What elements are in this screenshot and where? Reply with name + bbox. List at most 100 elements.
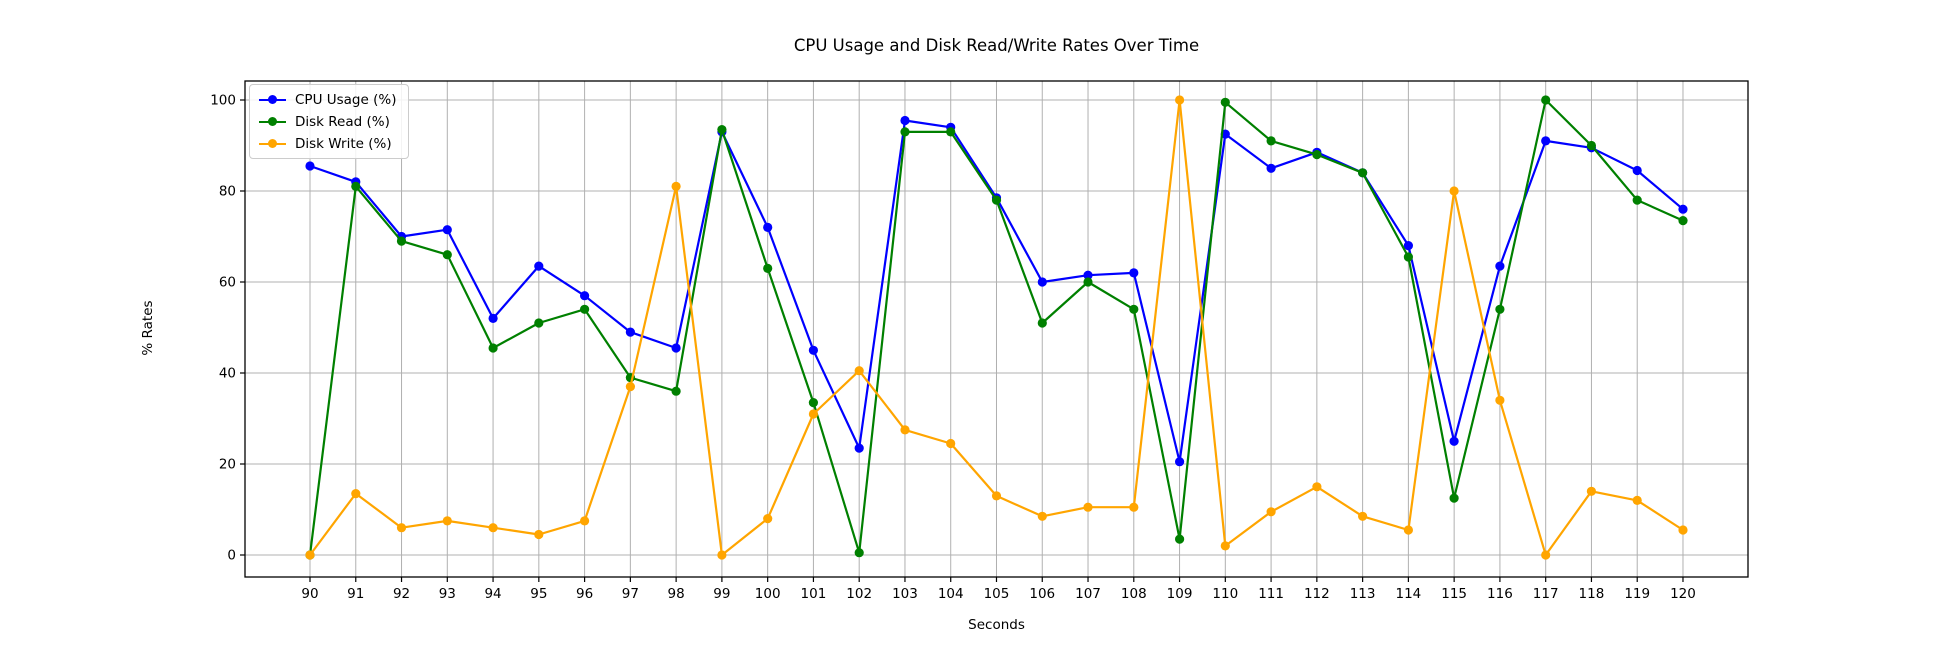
legend-label: Disk Read (%) (295, 113, 390, 130)
x-tick-label: 103 (892, 586, 918, 602)
x-tick-label: 116 (1487, 586, 1513, 602)
legend: CPU Usage (%) Disk Read (%) Disk Write (… (249, 84, 410, 159)
x-tick-label: 96 (576, 586, 593, 602)
disk-write-marker (396, 523, 407, 533)
x-tick-label: 97 (622, 586, 639, 602)
x-tick-label: 102 (846, 586, 872, 602)
x-tick-label: 94 (484, 586, 501, 602)
disk-write-marker (534, 529, 544, 540)
legend-label: CPU Usage (%) (295, 91, 397, 108)
cpu-usage-marker (1449, 436, 1459, 446)
y-tick-label: 60 (219, 275, 236, 291)
disk-write-marker (1266, 507, 1276, 517)
disk-write-marker (625, 382, 636, 392)
cpu-usage-marker (625, 327, 636, 337)
disk-write-marker (1037, 511, 1047, 521)
disk-read-marker (1678, 216, 1688, 226)
disk-read-marker (946, 127, 956, 137)
disk-write-marker (991, 491, 1002, 501)
x-tick-label: 109 (1167, 586, 1193, 602)
y-tick-label: 40 (219, 366, 236, 382)
disk-write-marker (1220, 541, 1230, 551)
cpu-usage-marker (534, 261, 544, 271)
cpu-usage-marker (488, 313, 498, 323)
disk-write-marker (580, 516, 590, 526)
y-tick-label: 100 (210, 93, 236, 109)
cpu-usage-marker (1632, 165, 1642, 176)
disk-write-marker (946, 438, 956, 449)
disk-read-marker (580, 304, 590, 314)
x-tick-label: 117 (1533, 586, 1559, 602)
disk-write-marker (1312, 482, 1322, 492)
x-tick-label: 112 (1304, 586, 1330, 602)
cpu-usage-marker (763, 222, 773, 232)
cpu-usage-marker (1129, 268, 1139, 278)
disk-read-marker (1266, 136, 1276, 146)
disk-write-marker (1449, 186, 1459, 196)
x-tick-label: 107 (1075, 586, 1101, 602)
disk-write-marker (1129, 502, 1139, 512)
disk-read-marker (1220, 97, 1230, 107)
cpu-usage-legend-marker (259, 95, 286, 105)
disk-write-marker (1495, 395, 1505, 405)
chart-title: CPU Usage and Disk Read/Write Rates Over… (793, 36, 1200, 55)
disk-write-legend-marker (259, 139, 286, 149)
x-tick-label: 93 (439, 586, 456, 602)
disk-write-marker (1403, 525, 1413, 535)
disk-read-marker (854, 548, 864, 558)
disk-read-marker (1037, 318, 1047, 328)
x-tick-label: 110 (1212, 586, 1238, 602)
x-tick-label: 95 (530, 586, 547, 602)
disk-write-marker (1175, 95, 1185, 105)
disk-read-marker (1129, 304, 1139, 314)
x-tick-label: 98 (668, 586, 685, 602)
x-tick-label: 104 (938, 586, 964, 602)
disk-write-marker (351, 489, 361, 499)
disk-write-marker (854, 366, 864, 376)
legend-label: Disk Write (%) (295, 135, 392, 152)
cpu-usage-marker (1266, 163, 1276, 173)
x-tick-label: 106 (1029, 586, 1055, 602)
cpu-usage-marker (1037, 277, 1047, 287)
cpu-usage-marker (1083, 270, 1093, 280)
disk-read-marker (1403, 252, 1413, 262)
y-tick-label: 0 (227, 548, 236, 564)
disk-write-marker (488, 523, 498, 533)
disk-write-marker (442, 516, 452, 526)
disk-write-marker (1586, 486, 1596, 496)
x-tick-label: 108 (1121, 586, 1147, 602)
x-tick-label: 90 (301, 586, 318, 602)
disk-write-marker (1678, 525, 1688, 535)
disk-write-marker (900, 425, 910, 435)
disk-read-marker (1083, 277, 1093, 287)
disk-read-marker (1358, 168, 1368, 178)
disk-read-marker (1495, 304, 1505, 314)
disk-read-marker (534, 318, 544, 328)
x-tick-label: 92 (393, 586, 410, 602)
x-tick-label: 101 (801, 586, 827, 602)
disk-read-marker (1449, 493, 1459, 503)
disk-read-marker (1586, 140, 1596, 151)
disk-write-marker (305, 550, 315, 560)
cpu-usage-marker (442, 225, 452, 235)
disk-read-marker (717, 125, 727, 135)
cpu-usage-marker (580, 291, 590, 301)
disk-write-marker (1083, 502, 1093, 512)
x-tick-label: 91 (347, 586, 364, 602)
disk-read-marker (1541, 95, 1551, 105)
disk-read-marker (396, 236, 407, 246)
cpu-usage-marker (808, 345, 819, 355)
disk-read-marker (1312, 150, 1322, 160)
x-tick-label: 115 (1441, 586, 1467, 602)
x-axis-label: Seconds (968, 617, 1025, 633)
y-tick-label: 80 (219, 184, 236, 200)
x-tick-label: 105 (984, 586, 1010, 602)
cpu-usage-marker (671, 343, 681, 353)
cpu-usage-marker (854, 443, 864, 453)
cpu-usage-marker (1495, 261, 1505, 271)
disk-write-marker (1358, 511, 1368, 521)
disk-read-marker (442, 250, 452, 260)
cpu-usage-marker (1403, 241, 1413, 251)
